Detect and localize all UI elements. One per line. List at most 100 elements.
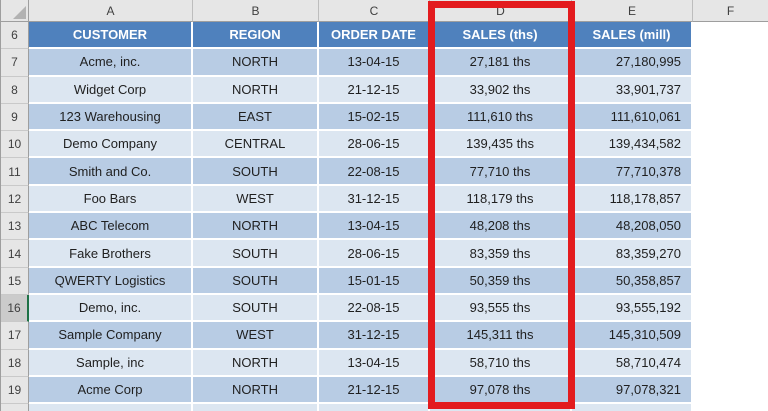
cell-A10[interactable]: Demo Company	[29, 131, 193, 159]
cell-D17[interactable]: 145,311 ths	[430, 322, 572, 350]
cell-A16[interactable]: Demo, inc.	[29, 294, 193, 323]
cell-E9[interactable]: 111,610,061	[572, 103, 693, 132]
cell-E12[interactable]: 118,178,857	[572, 185, 693, 214]
cell-B16[interactable]: SOUTH	[193, 294, 319, 323]
cell-F9[interactable]	[693, 103, 768, 132]
row-header-13[interactable]: 13	[1, 213, 29, 241]
column-header-C[interactable]: C	[319, 0, 430, 22]
cell-B14[interactable]: SOUTH	[193, 240, 319, 268]
row-header-8[interactable]: 8	[1, 76, 29, 104]
column-header-F[interactable]: F	[693, 0, 768, 22]
row-header-9[interactable]: 9	[1, 103, 29, 132]
cell-A18[interactable]: Sample, inc	[29, 349, 193, 377]
cell-E16[interactable]: 93,555,192	[572, 294, 693, 323]
cell-partial[interactable]	[193, 404, 319, 411]
cell-A11[interactable]: Smith and Co.	[29, 158, 193, 186]
cell-E13[interactable]: 48,208,050	[572, 213, 693, 241]
cell-partial[interactable]	[29, 404, 193, 411]
cell-A13[interactable]: ABC Telecom	[29, 213, 193, 241]
cell-A7[interactable]: Acme, inc.	[29, 49, 193, 77]
row-header-20-partial[interactable]	[1, 404, 29, 411]
row-header-12[interactable]: 12	[1, 185, 29, 214]
cell-partial[interactable]	[430, 404, 572, 411]
cell-C14[interactable]: 28-06-15	[319, 240, 430, 268]
cell-C8[interactable]: 21-12-15	[319, 76, 430, 104]
cell-F6[interactable]	[693, 22, 768, 50]
cell-D11[interactable]: 77,710 ths	[430, 158, 572, 186]
row-header-15[interactable]: 15	[1, 267, 29, 295]
cell-A15[interactable]: QWERTY Logistics	[29, 267, 193, 295]
row-header-19[interactable]: 19	[1, 376, 29, 405]
cell-partial[interactable]	[319, 404, 430, 411]
column-header-E[interactable]: E	[572, 0, 693, 22]
cell-E10[interactable]: 139,434,582	[572, 131, 693, 159]
cell-partial[interactable]	[572, 404, 693, 411]
cell-E19[interactable]: 97,078,321	[572, 376, 693, 405]
cell-C9[interactable]: 15-02-15	[319, 103, 430, 132]
cell-D7[interactable]: 27,181 ths	[430, 49, 572, 77]
cell-F7[interactable]	[693, 49, 768, 77]
cell-C15[interactable]: 15-01-15	[319, 267, 430, 295]
cell-C17[interactable]: 31-12-15	[319, 322, 430, 350]
cell-E7[interactable]: 27,180,995	[572, 49, 693, 77]
cell-F10[interactable]	[693, 131, 768, 159]
cell-A6-header[interactable]: CUSTOMER	[29, 22, 193, 50]
cell-D19[interactable]: 97,078 ths	[430, 376, 572, 405]
cell-E17[interactable]: 145,310,509	[572, 322, 693, 350]
cell-E8[interactable]: 33,901,737	[572, 76, 693, 104]
row-header-14[interactable]: 14	[1, 240, 29, 268]
cell-D8[interactable]: 33,902 ths	[430, 76, 572, 104]
cell-A12[interactable]: Foo Bars	[29, 185, 193, 214]
row-header-16[interactable]: 16	[1, 294, 29, 323]
row-header-18[interactable]: 18	[1, 349, 29, 377]
cell-C7[interactable]: 13-04-15	[319, 49, 430, 77]
cell-C18[interactable]: 13-04-15	[319, 349, 430, 377]
cell-B9[interactable]: EAST	[193, 103, 319, 132]
cell-A14[interactable]: Fake Brothers	[29, 240, 193, 268]
cell-F13[interactable]	[693, 213, 768, 241]
cell-F17[interactable]	[693, 322, 768, 350]
cell-B7[interactable]: NORTH	[193, 49, 319, 77]
cell-B11[interactable]: SOUTH	[193, 158, 319, 186]
cell-B12[interactable]: WEST	[193, 185, 319, 214]
cell-partial[interactable]	[693, 404, 768, 411]
cell-C12[interactable]: 31-12-15	[319, 185, 430, 214]
row-header-10[interactable]: 10	[1, 131, 29, 159]
cell-E18[interactable]: 58,710,474	[572, 349, 693, 377]
cell-C6-header[interactable]: ORDER DATE	[319, 22, 430, 50]
cell-D18[interactable]: 58,710 ths	[430, 349, 572, 377]
cell-C11[interactable]: 22-08-15	[319, 158, 430, 186]
cell-E11[interactable]: 77,710,378	[572, 158, 693, 186]
cell-F16[interactable]	[693, 294, 768, 323]
cell-B13[interactable]: NORTH	[193, 213, 319, 241]
cell-D14[interactable]: 83,359 ths	[430, 240, 572, 268]
cell-F15[interactable]	[693, 267, 768, 295]
column-header-A[interactable]: A	[29, 0, 193, 22]
cell-B6-header[interactable]: REGION	[193, 22, 319, 50]
cell-F18[interactable]	[693, 349, 768, 377]
cell-F19[interactable]	[693, 376, 768, 405]
row-header-6[interactable]: 6	[1, 22, 29, 50]
cell-B19[interactable]: NORTH	[193, 376, 319, 405]
select-all-corner[interactable]	[1, 0, 29, 22]
cell-D13[interactable]: 48,208 ths	[430, 213, 572, 241]
cell-D9[interactable]: 111,610 ths	[430, 103, 572, 132]
cell-F12[interactable]	[693, 185, 768, 214]
cell-C19[interactable]: 21-12-15	[319, 376, 430, 405]
cell-D6-header[interactable]: SALES (ths)	[430, 22, 572, 50]
cell-E14[interactable]: 83,359,270	[572, 240, 693, 268]
cell-B8[interactable]: NORTH	[193, 76, 319, 104]
cell-B17[interactable]: WEST	[193, 322, 319, 350]
cell-A19[interactable]: Acme Corp	[29, 376, 193, 405]
cell-C16[interactable]: 22-08-15	[319, 294, 430, 323]
cell-F14[interactable]	[693, 240, 768, 268]
row-header-11[interactable]: 11	[1, 158, 29, 186]
cell-F8[interactable]	[693, 76, 768, 104]
cell-C10[interactable]: 28-06-15	[319, 131, 430, 159]
row-header-7[interactable]: 7	[1, 49, 29, 77]
cell-E15[interactable]: 50,358,857	[572, 267, 693, 295]
cell-A8[interactable]: Widget Corp	[29, 76, 193, 104]
cell-A17[interactable]: Sample Company	[29, 322, 193, 350]
cell-C13[interactable]: 13-04-15	[319, 213, 430, 241]
column-header-B[interactable]: B	[193, 0, 319, 22]
